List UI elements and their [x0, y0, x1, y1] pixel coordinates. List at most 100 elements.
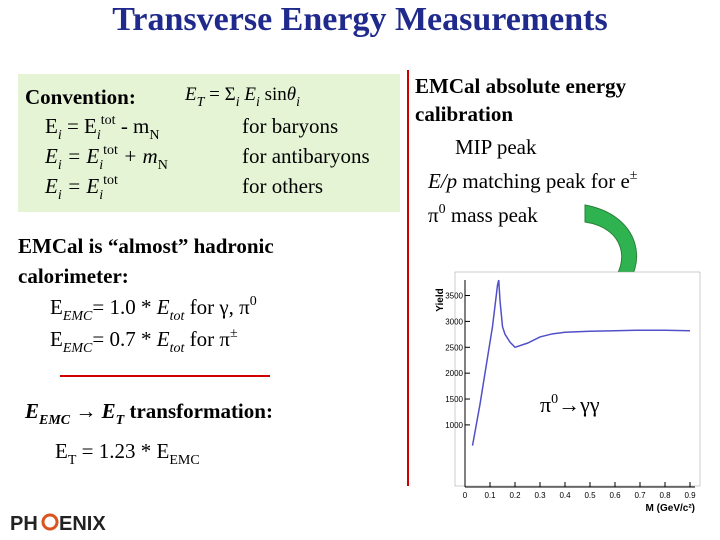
convention-note: for antibaryons [242, 144, 370, 168]
text-run: for π [184, 327, 230, 351]
text-run: E [156, 295, 170, 319]
text-run: calibration [415, 102, 513, 126]
text-run: EMC [169, 453, 199, 468]
x-tick-label: 0.8 [659, 491, 671, 500]
text-run: EMCal is “almost” hadronic [18, 234, 274, 258]
text-run: = E [62, 144, 100, 168]
y-tick-label: 1000 [445, 421, 463, 430]
convention-heading: Convention: [25, 85, 136, 109]
text-run: tot [103, 143, 118, 158]
logo-left: PH [10, 513, 38, 535]
text-run: = 1.23 * E [76, 439, 169, 463]
text-run: calorimeter: [18, 264, 129, 288]
text-run: = E [62, 174, 100, 198]
text-run: tot [170, 309, 186, 324]
right-line: MIP peak [455, 135, 537, 159]
logo-right: ENIX [59, 513, 106, 535]
text-run: tot [103, 173, 118, 188]
text-run: i [58, 158, 62, 173]
right-line: π0 mass peak [428, 202, 538, 227]
text-run: E [50, 295, 63, 319]
text-run: E [50, 327, 63, 351]
y-tick-label: 3500 [445, 292, 463, 301]
left-line: calorimeter: [18, 264, 129, 288]
text-run: E [44, 174, 58, 198]
text-run: sin [260, 84, 287, 105]
text-run: transformation: [124, 399, 273, 423]
text-run: EMC [62, 309, 93, 324]
logo-mark [41, 513, 59, 531]
text-run: E/p [427, 169, 457, 193]
convention-box [18, 74, 400, 212]
text-run: = 0.7 * [92, 327, 156, 351]
text-run: 0 [551, 392, 558, 407]
curve [471, 279, 691, 446]
convention-equation: Ei = Eitot [44, 173, 118, 203]
text-run: 0 [439, 202, 446, 217]
text-run: ± [230, 326, 238, 341]
x-tick-label: 0.3 [534, 491, 546, 500]
text-run: E [24, 399, 39, 423]
text-run: MIP peak [455, 135, 537, 159]
right-line: calibration [415, 102, 513, 126]
text-run: E [184, 84, 197, 105]
y-tick-label: 1500 [445, 395, 463, 404]
x-axis-label: M (GeV/c²) [646, 503, 695, 514]
text-run: i [99, 188, 103, 203]
convention-note: for baryons [242, 114, 338, 138]
text-run: EMC [62, 341, 93, 356]
text-run: →γγ [558, 392, 600, 417]
right-line: E/p matching peak for e± [427, 168, 638, 193]
left-line: EEMC= 0.7 * Etot for π± [50, 326, 238, 356]
text-run: tot [170, 341, 186, 356]
text-run: EMC [38, 413, 71, 428]
text-run: E [55, 439, 68, 463]
y-tick-label: 3000 [445, 317, 463, 326]
text-run: E [240, 84, 257, 105]
x-tick-label: 0.4 [559, 491, 571, 500]
logo: PH ENIX [10, 513, 106, 535]
x-tick-label: 0.9 [684, 491, 696, 500]
text-run: θ [287, 84, 296, 105]
left-line: EEMC= 1.0 * Etot for γ, π0 [50, 294, 257, 324]
plot-annotation: π0→γγ [540, 392, 600, 417]
text-run: i [99, 158, 103, 173]
text-run: E [156, 327, 170, 351]
text-run: = [204, 84, 224, 105]
text-run: = 1.0 * [92, 295, 156, 319]
text-run: E [44, 144, 58, 168]
text-run: + m [118, 144, 158, 168]
text-run: i [97, 128, 101, 143]
text-run: π [540, 392, 551, 417]
left-line: ET = 1.23 * EEMC [55, 439, 200, 468]
text-run: N [158, 158, 168, 173]
text-run: E [45, 114, 58, 138]
text-run: T [116, 413, 126, 428]
x-tick-label: 0.2 [509, 491, 521, 500]
text-run: mass peak [446, 203, 539, 227]
convention-equation: Ei = Eitot - mN [45, 113, 160, 143]
text-run: i [256, 95, 260, 110]
text-run: 0 [250, 294, 257, 309]
text-run: → [70, 399, 102, 423]
left-line: EMCal is “almost” hadronic [18, 234, 274, 258]
text-run: T [197, 95, 206, 110]
x-tick-label: 0 [463, 491, 468, 500]
text-run: i [58, 188, 62, 203]
text-run: = E [62, 114, 97, 138]
convention-note: for others [242, 174, 323, 198]
text-run: i [236, 95, 240, 110]
x-tick-label: 0.6 [609, 491, 621, 500]
text-run: matching peak for e [457, 169, 630, 193]
text-run: E [101, 399, 116, 423]
text-run: tot [101, 113, 116, 128]
slide-title: Transverse Energy Measurements [112, 1, 607, 38]
text-run: - m [116, 114, 150, 138]
plot-frame [454, 271, 701, 487]
right-line: EMCal absolute energy [415, 74, 627, 98]
y-tick-label: 2000 [445, 369, 463, 378]
text-run: T [68, 453, 77, 468]
left-line: EEMC → ET transformation: [24, 399, 273, 428]
text-run: ± [630, 168, 638, 183]
